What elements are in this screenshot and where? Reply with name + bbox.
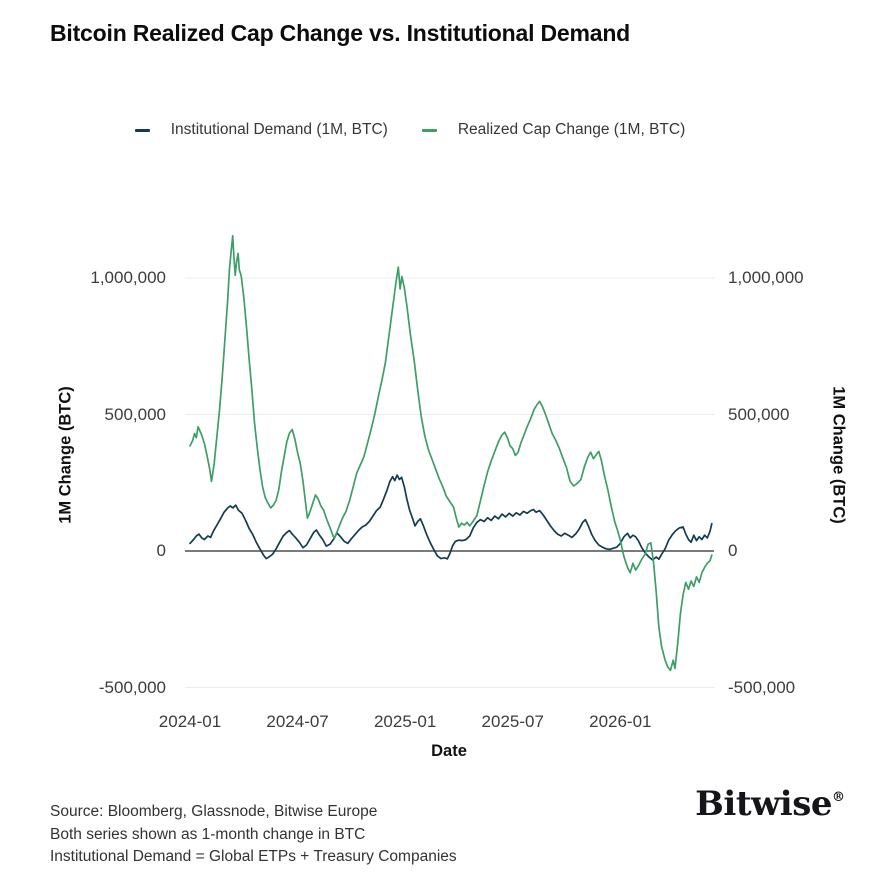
y-tick-label: 1,000,000 (728, 268, 804, 287)
y-axis-title-right: 1M Change (BTC) (829, 386, 848, 524)
series-line-realized-cap-change[interactable] (189, 234, 713, 672)
legend-dash-icon (421, 128, 437, 132)
source-line: Source: Bloomberg, Glassnode, Bitwise Eu… (50, 803, 378, 820)
y-axis-title-left: 1M Change (BTC) (56, 386, 75, 524)
note-line: Both series shown as 1-month change in B… (50, 825, 366, 843)
registered-mark: ® (832, 790, 845, 805)
x-tick-label: 2025-07 (481, 712, 544, 731)
page-title: Bitcoin Realized Cap Change vs. Institut… (50, 20, 631, 46)
y-tick-label: 1,000,000 (90, 268, 166, 287)
source-notes: Source: Bloomberg, Glassnode, Bitwise Eu… (50, 801, 457, 869)
y-tick-label: 500,000 (728, 404, 790, 424)
legend-item-realized-cap-change[interactable]: Realized Cap Change (1M, BTC) (421, 121, 686, 139)
note-line: Institutional Demand = Global ETPs + Tre… (50, 848, 457, 865)
y-tick-label: 0 (728, 541, 738, 560)
x-tick-label: 2025-01 (373, 712, 437, 731)
x-tick-label: 2024-01 (158, 712, 222, 731)
series-line-institutional-demand[interactable] (189, 474, 713, 561)
x-tick-label: 2026-01 (589, 712, 652, 731)
y-tick-label: 500,000 (104, 404, 166, 424)
legend-label: Institutional Demand (1M, BTC) (170, 121, 388, 138)
legend-label: Realized Cap Change (1M, BTC) (457, 121, 686, 138)
x-axis-title: Date (431, 742, 467, 760)
legend-dash-icon (134, 128, 150, 132)
x-tick-label: 2024-07 (266, 712, 329, 731)
y-tick-label: -500,000 (98, 677, 166, 697)
y-tick-label: 0 (156, 541, 166, 560)
y-tick-label: -500,000 (728, 677, 796, 697)
legend-item-institutional-demand[interactable]: Institutional Demand (1M, BTC) (134, 121, 388, 139)
legend: Institutional Demand (1M, BTC) Realized … (100, 121, 720, 139)
bitwise-logo: Bitwise® (695, 784, 845, 824)
